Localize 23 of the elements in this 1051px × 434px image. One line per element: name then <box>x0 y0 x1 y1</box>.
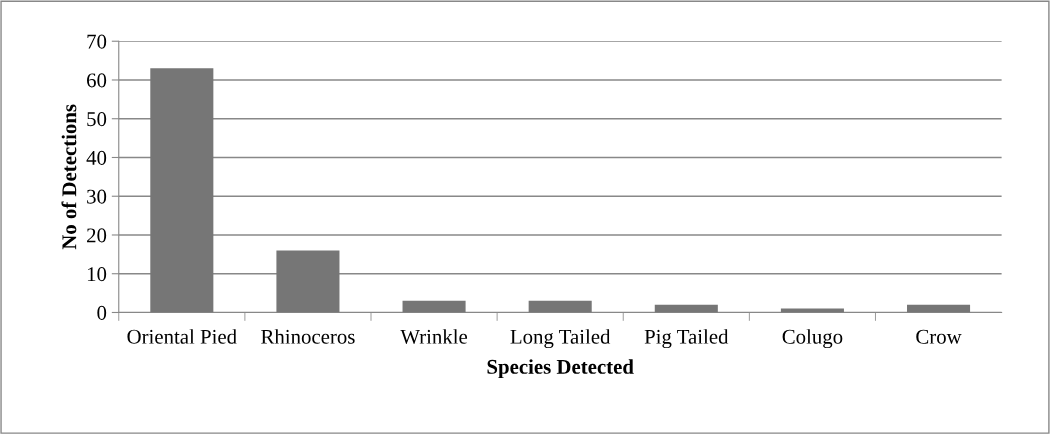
x-tick-label: Pig Tailed <box>644 329 729 349</box>
x-tick-label: Rhinoceros <box>261 329 355 344</box>
bar <box>907 304 971 313</box>
x-tick-label: Long Tailed <box>510 329 611 349</box>
y-tick-label: 60 <box>87 73 107 88</box>
y-axis-title: No of Detections <box>61 104 77 250</box>
bar <box>150 68 214 313</box>
y-tick-label: 10 <box>87 267 107 282</box>
x-tick-label: Colugo <box>782 329 843 349</box>
bar <box>654 304 718 313</box>
x-tick-label: Oriental Pied <box>127 329 237 344</box>
bar <box>276 250 340 313</box>
y-tick-label: 0 <box>97 305 107 320</box>
y-tick-label: 30 <box>87 189 107 204</box>
x-tick-label: Crow <box>916 329 962 344</box>
y-tick-label: 50 <box>87 112 107 127</box>
y-tick-label: 70 <box>87 34 107 49</box>
bar <box>402 300 466 313</box>
bar <box>528 300 592 313</box>
x-axis-title: Species Detected <box>487 359 634 379</box>
y-tick-label: 40 <box>86 150 107 165</box>
y-tick-label: 20 <box>87 228 107 243</box>
x-tick-label: Wrinkle <box>400 329 468 344</box>
